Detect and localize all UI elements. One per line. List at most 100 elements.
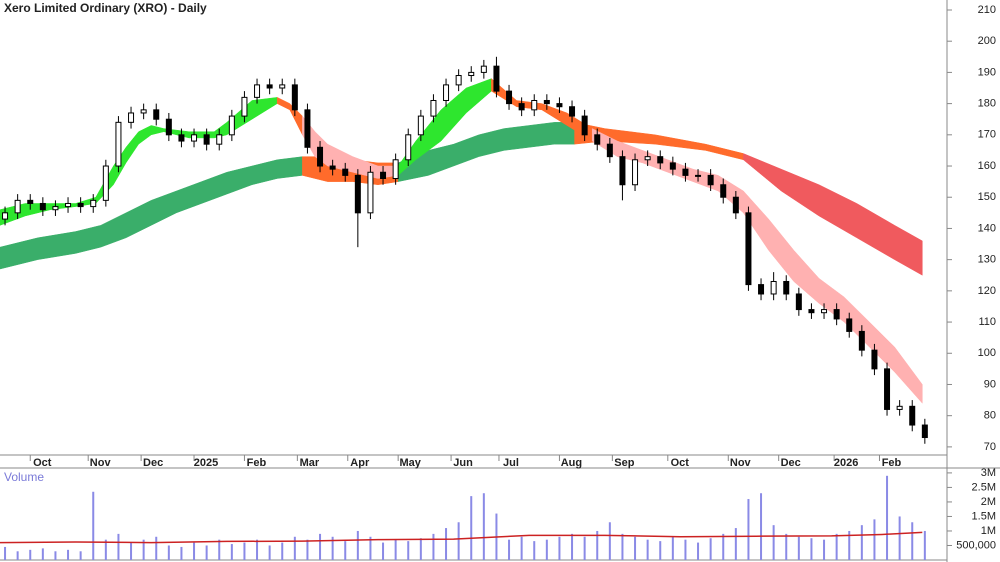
y-tick-label: 100 (978, 347, 996, 359)
candle-body (2, 212, 9, 220)
candle-body (795, 293, 802, 311)
volume-bar (205, 545, 208, 560)
candle-body (291, 84, 298, 111)
volume-bar (29, 549, 32, 560)
volume-bar (142, 539, 145, 560)
candle-body (216, 134, 223, 145)
volume-bar (848, 530, 851, 560)
candle-body (241, 96, 248, 117)
candle-body (531, 99, 538, 111)
candle-body (153, 109, 160, 120)
candle-body (14, 199, 21, 214)
y-tick-label: 170 (978, 129, 996, 141)
candle-body (367, 171, 374, 214)
volume-bar (886, 475, 889, 560)
candle-body (556, 103, 563, 108)
volume-bar (508, 539, 511, 560)
volume-bar (306, 539, 309, 560)
y-tick-label: 140 (978, 222, 996, 234)
candle-body (506, 90, 513, 105)
volume-bar (54, 551, 57, 560)
volume-bar (823, 539, 826, 560)
candle-body (39, 202, 46, 211)
candle-body (417, 115, 424, 136)
volume-bar (243, 542, 246, 560)
candle-body (266, 84, 273, 89)
candle-body (304, 109, 311, 148)
y-tick-label: 150 (978, 191, 996, 203)
volume-bar (747, 499, 750, 560)
volume-bar (533, 541, 536, 560)
panel-title: Xero Limited Ordinary (XRO) - Daily (4, 1, 207, 15)
candle-body (405, 134, 412, 161)
candle-body (165, 118, 172, 136)
candle-body (543, 99, 550, 105)
volume-bar (445, 528, 448, 560)
volume-bar (873, 519, 876, 560)
volume-bar (785, 533, 788, 560)
candle-body (720, 184, 727, 198)
volume-bar (760, 493, 763, 560)
x-tick-label: 2026 (834, 457, 858, 469)
candle-body (921, 424, 928, 439)
candle-body (329, 165, 336, 170)
candle-body (846, 318, 853, 332)
candle-body (443, 84, 450, 101)
volume-bar (835, 533, 838, 560)
candle-body (569, 106, 576, 117)
x-tick-label: Sep (614, 457, 634, 469)
candle-body (77, 202, 84, 208)
volume-bar (230, 544, 233, 560)
candle-body (140, 109, 147, 114)
volume-bar (571, 533, 574, 560)
y-tick-label: 120 (978, 285, 996, 297)
candle-body (430, 99, 437, 117)
volume-bar (394, 539, 397, 560)
volume-bar (545, 539, 548, 560)
volume-bar (520, 536, 523, 560)
volume-bar (470, 496, 473, 560)
volume-bar (772, 525, 775, 560)
volume-bar (344, 541, 347, 560)
candle-body (380, 171, 387, 180)
candle-body (203, 134, 210, 145)
volume-bar (734, 528, 737, 560)
x-tick-label: Dec (143, 457, 163, 469)
candle-body (783, 280, 790, 295)
y-tick-label: 80 (984, 410, 996, 422)
volume-bar (4, 546, 7, 560)
candle-body (707, 174, 714, 186)
y-tick-label: 2M (981, 496, 996, 508)
candle-body (606, 143, 613, 158)
candle-body (644, 156, 651, 161)
volume-bar (130, 542, 133, 560)
volume-bar (167, 545, 170, 560)
volume-bar (697, 542, 700, 560)
candle-body (342, 168, 349, 176)
volume-bar (419, 538, 422, 560)
x-tick-label: Apr (350, 457, 370, 469)
volume-bar (659, 541, 662, 560)
volume-average (0, 531, 923, 544)
candle-body (27, 199, 34, 204)
candle-body (455, 75, 462, 86)
volume-bar (621, 533, 624, 560)
candle-body (695, 174, 702, 177)
candle-body (518, 103, 525, 111)
candle-body (758, 284, 765, 295)
y-tick-label: 190 (978, 66, 996, 78)
volume-bar (193, 542, 196, 560)
y-tick-label: 130 (978, 254, 996, 266)
candle-body (770, 280, 777, 295)
x-tick-label: Nov (730, 457, 752, 469)
candle-body (178, 134, 185, 142)
candle-body (581, 115, 588, 136)
volume-bar (117, 533, 120, 560)
candle-body (732, 196, 739, 214)
volume-bar (281, 542, 284, 560)
candle-body (115, 121, 122, 167)
candle-body (884, 368, 891, 410)
x-tick-label: Jul (503, 457, 519, 469)
y-tick-label: 500,000 (956, 539, 996, 551)
